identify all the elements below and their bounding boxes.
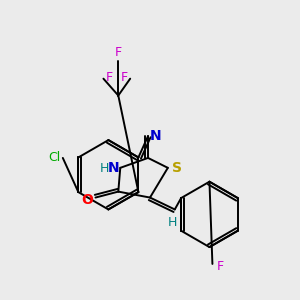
Text: H: H	[100, 162, 109, 175]
Text: N: N	[150, 129, 162, 143]
Text: Cl: Cl	[48, 152, 60, 164]
Text: N: N	[107, 161, 119, 175]
Text: F: F	[121, 71, 128, 84]
Text: H: H	[168, 216, 178, 229]
Text: F: F	[106, 71, 113, 84]
Text: F: F	[115, 46, 122, 59]
Text: F: F	[217, 260, 224, 273]
Text: S: S	[172, 161, 182, 175]
Text: O: O	[82, 193, 94, 206]
